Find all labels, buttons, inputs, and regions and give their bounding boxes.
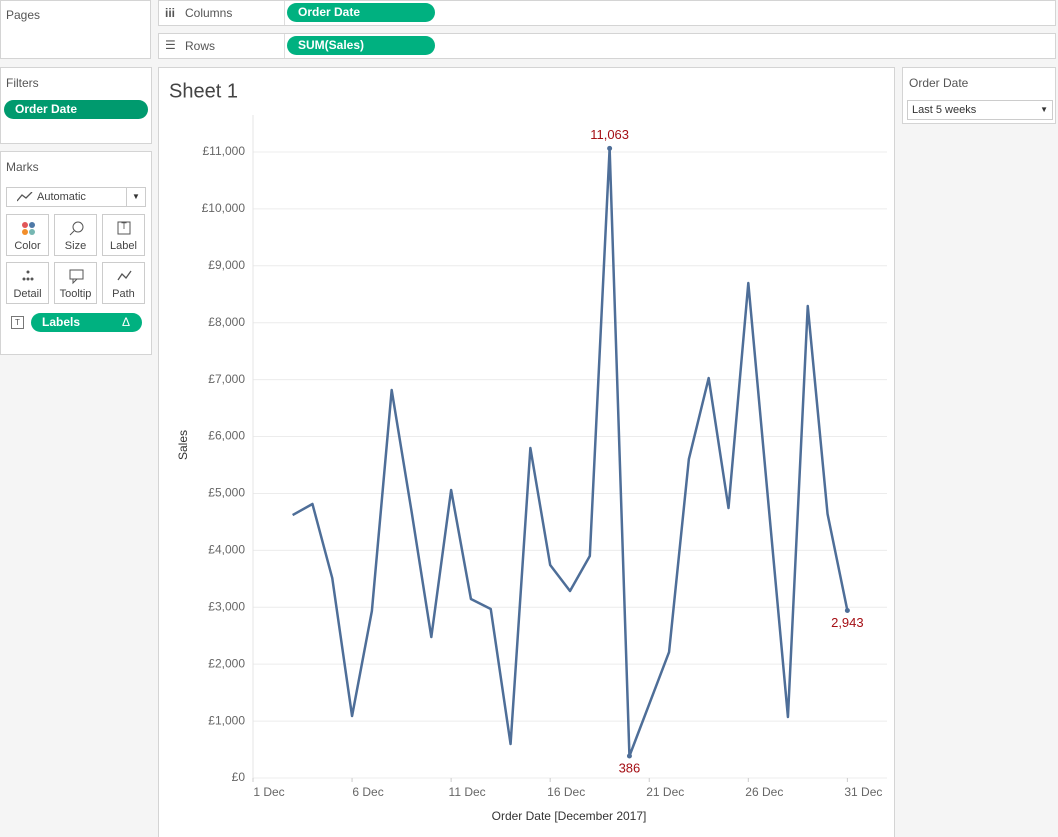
data-label: 386 (619, 760, 641, 775)
mark-button-icon (22, 270, 34, 281)
mark-button-icon (117, 270, 132, 281)
columns-label: Columns (185, 6, 233, 20)
y-tick-label: £2,000 (208, 656, 245, 670)
label-icon: T (11, 316, 24, 329)
mark-button[interactable]: T Label (102, 214, 145, 256)
rows-shelf: ☰ Rows SUM(Sales) (158, 33, 1056, 59)
mark-button-label: Tooltip (59, 288, 92, 300)
chart-title: Sheet 1 (169, 80, 238, 102)
line-icon (17, 192, 33, 202)
columns-shelf: iii Columns Order Date (158, 0, 1056, 26)
y-tick-label: £3,000 (208, 599, 245, 613)
point (607, 145, 613, 151)
x-tick-label: 6 Dec (352, 785, 383, 799)
mark-type-dropdown[interactable]: Automatic ▼ (6, 187, 146, 207)
shelf-divider (284, 1, 285, 25)
mark-button-label: Size (64, 240, 87, 252)
labels-pill[interactable]: Labels Δ (31, 313, 142, 332)
y-tick-label: £8,000 (208, 315, 245, 329)
dropdown-arrow: ▼ (126, 188, 145, 206)
data-label: 2,943 (831, 615, 864, 630)
mark-type: Automatic (37, 191, 86, 203)
mark-button-icon (22, 222, 35, 235)
mark-button-label: Detail (13, 288, 42, 300)
pages-card: Pages (0, 0, 151, 59)
mark-button-icon (69, 269, 84, 285)
mark-button-label: Path (112, 288, 135, 300)
y-tick-label: £0 (232, 770, 246, 784)
delta-icon: Δ (121, 315, 130, 329)
line (292, 147, 849, 758)
y-tick-label: £1,000 (208, 713, 245, 727)
y-tick-label: £4,000 (208, 543, 245, 557)
x-tick-label: 16 Dec (547, 785, 585, 799)
y-tick-label: £6,000 (208, 429, 245, 443)
dropdown-arrow: ▼ (1040, 105, 1048, 114)
x-tick-label: 11 Dec (449, 785, 486, 799)
mark-button-label: Label (110, 240, 137, 252)
mark-button-icon (69, 221, 84, 236)
rows-pill[interactable]: SUM(Sales) (287, 36, 435, 55)
filters-card: Filters Order Date (0, 67, 152, 144)
mark-button[interactable]: Detail (6, 262, 49, 304)
data-label: 11,063 (590, 127, 629, 142)
columns-pill[interactable]: Order Date (287, 3, 435, 22)
columns-icon: iii (165, 6, 176, 20)
y-tick-label: £10,000 (202, 201, 246, 215)
y-tick-label: £9,000 (208, 258, 245, 272)
x-tick-label: 21 Dec (646, 785, 684, 799)
mark-button-icon: T (117, 221, 131, 235)
shelf-divider (284, 34, 285, 58)
svg-text:T: T (121, 221, 127, 231)
mark-button[interactable]: Size (54, 214, 97, 256)
filter-card-title: Order Date (909, 76, 969, 90)
sheet (158, 67, 895, 837)
filter-value: Last 5 weeks (912, 104, 977, 116)
x-tick-label: 26 Dec (745, 785, 783, 799)
point (844, 608, 850, 614)
rows-icon: ☰ (165, 38, 176, 52)
marks-card: Marks Automatic ▼ Color Size T Label Detail T… (0, 151, 152, 355)
mark-button-label: Color (14, 240, 41, 252)
x-tick-label: 1 Dec (253, 785, 284, 799)
marks-title: Marks (6, 160, 39, 174)
x-tick-label: 31 Dec (844, 785, 882, 799)
x-axis-label: Order Date [December 2017] (492, 809, 647, 823)
filter-pill[interactable]: Order Date (4, 100, 148, 119)
labels-pill-text: Labels (42, 315, 81, 329)
filter-card: Order Date Last 5 weeks ▼ (902, 67, 1056, 124)
filters-title: Filters (6, 76, 39, 90)
mark-button[interactable]: Tooltip (54, 262, 97, 304)
y-tick-label: £11,000 (203, 144, 246, 158)
y-tick-label: £5,000 (208, 486, 245, 500)
rows-label: Rows (185, 39, 216, 53)
mark-button[interactable]: Path (102, 262, 145, 304)
pages-title: Pages (6, 8, 41, 22)
y-axis-label: Sales (176, 430, 190, 460)
point (626, 753, 632, 759)
filter-dropdown[interactable]: Last 5 weeks ▼ (907, 100, 1053, 120)
y-tick-label: £7,000 (208, 372, 245, 386)
mark-button[interactable]: Color (6, 214, 49, 256)
